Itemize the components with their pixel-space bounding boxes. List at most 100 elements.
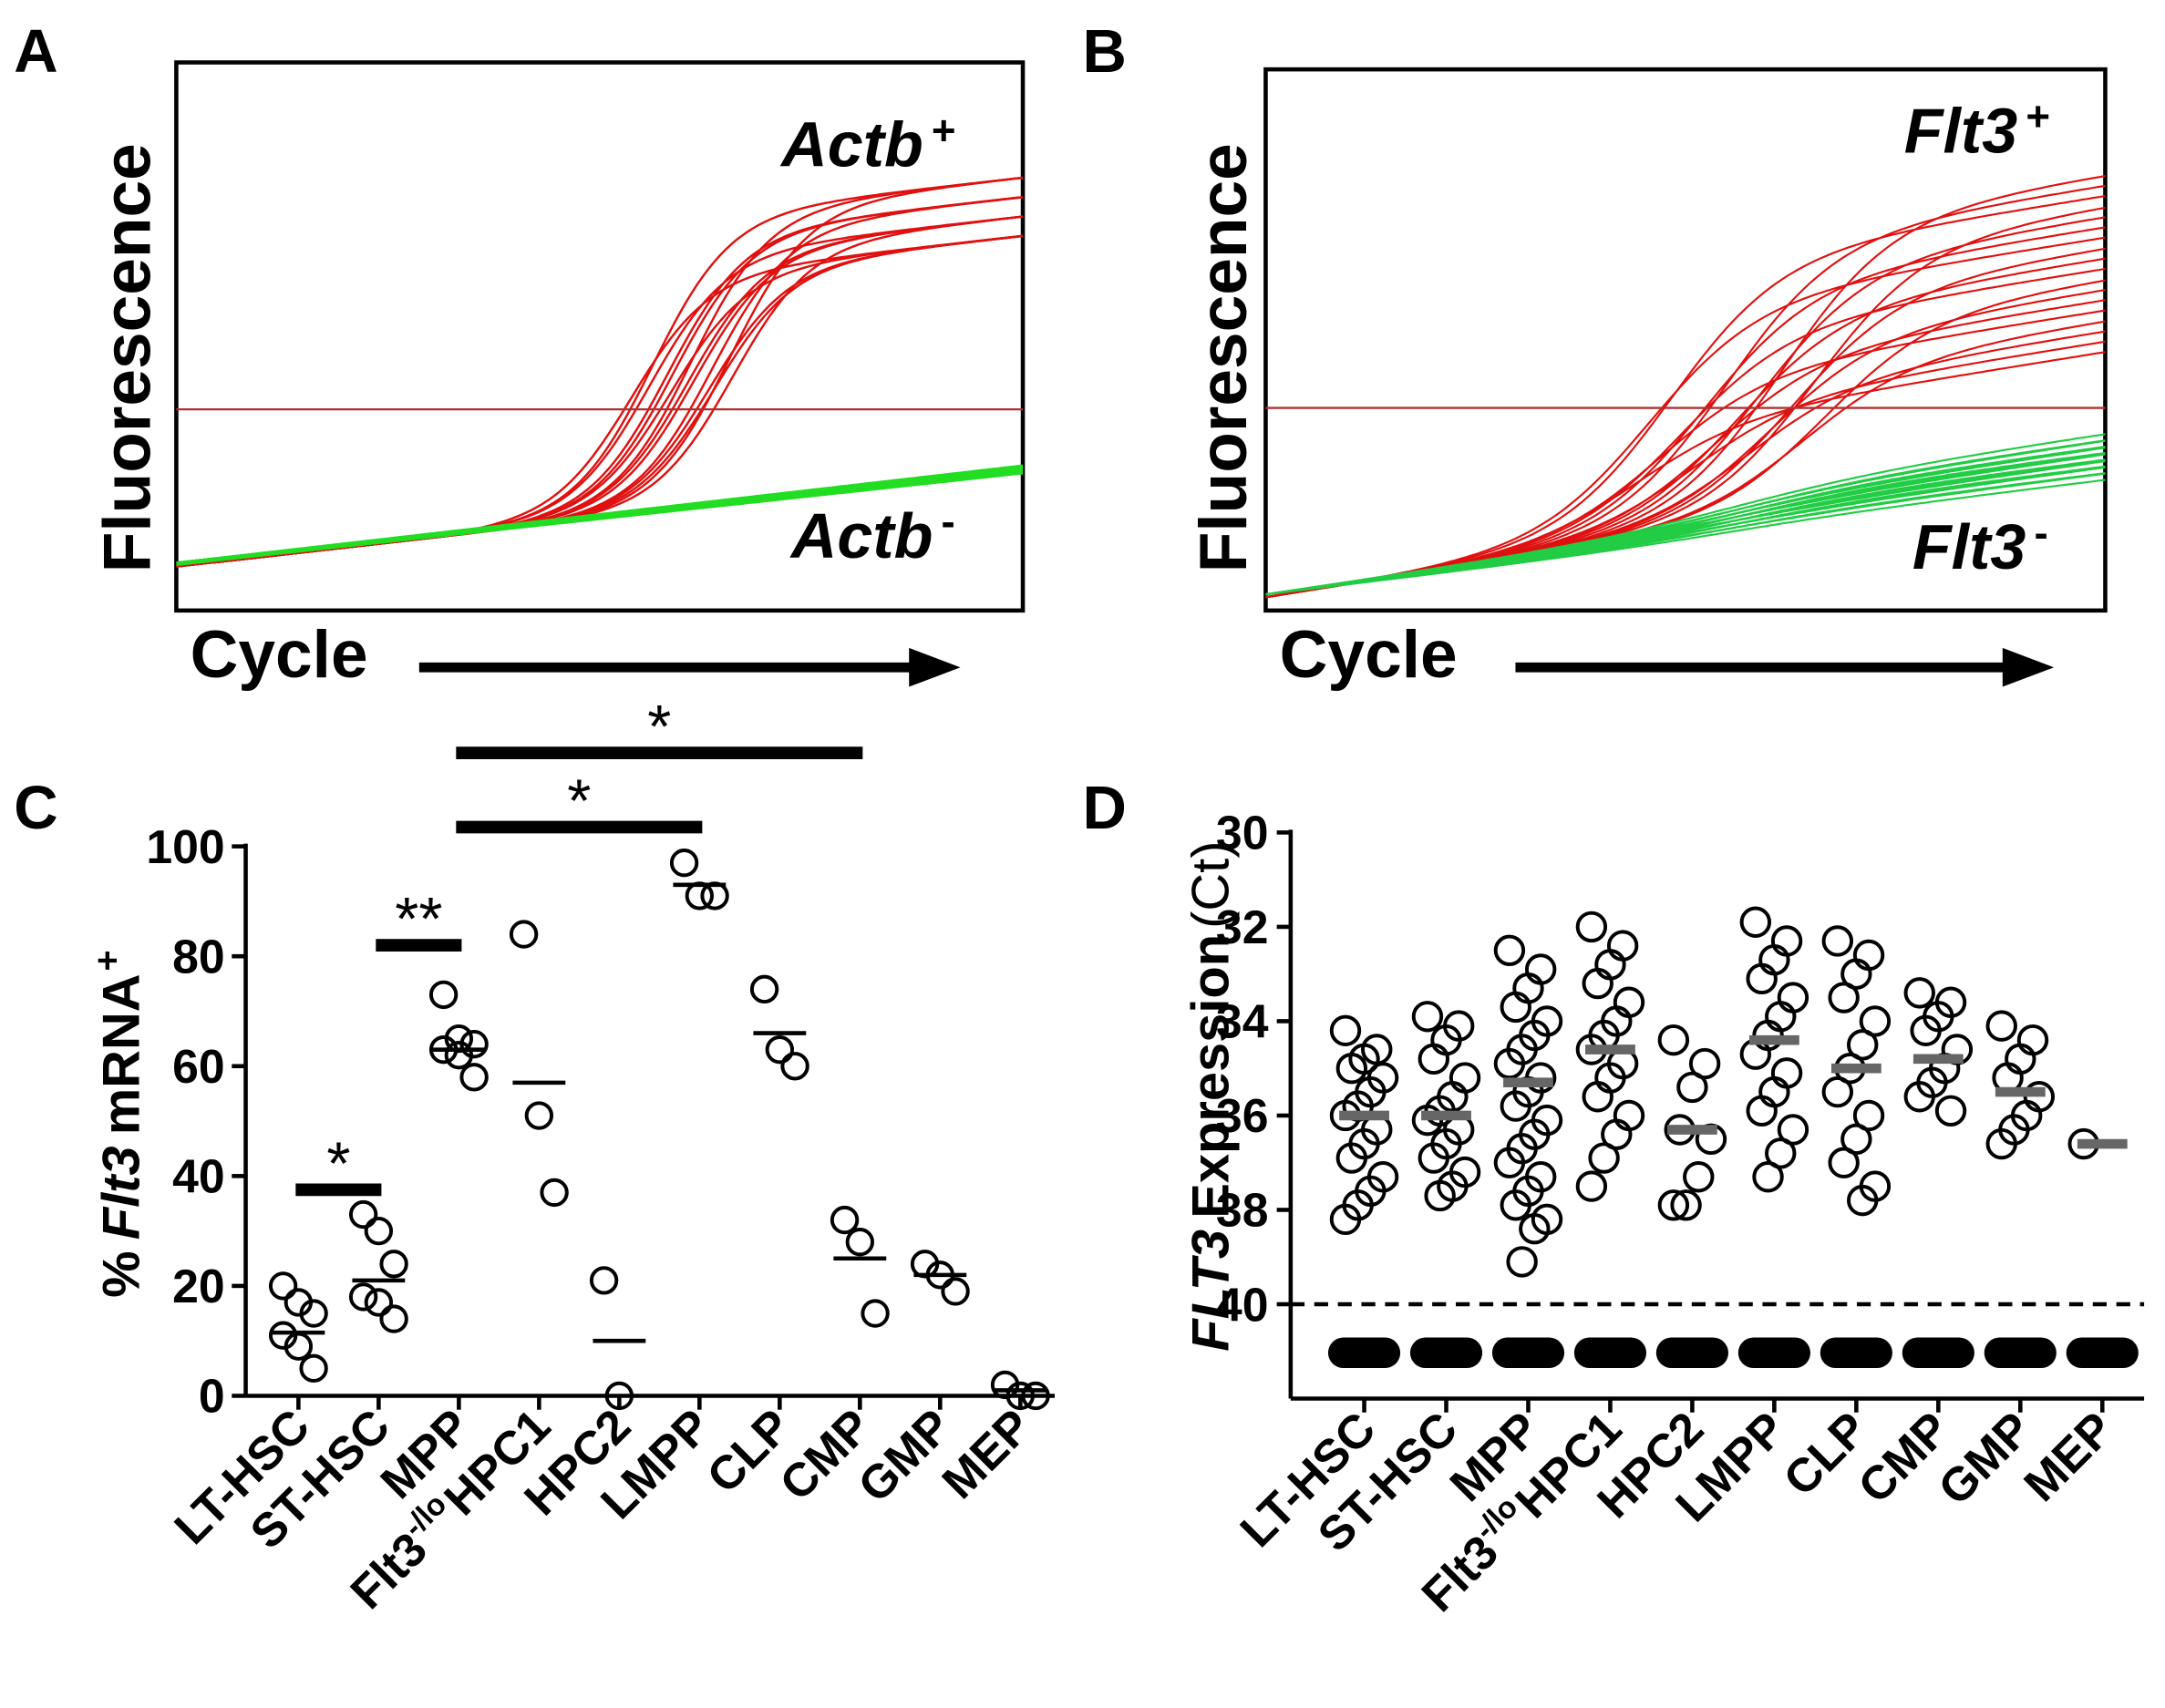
data-point [1493,1047,1526,1080]
data-point [1903,1081,1935,1113]
data-point [299,1353,328,1384]
gene: Flt3 [1912,511,2026,582]
significance-label: * [326,1129,350,1198]
data-point [1765,1137,1797,1169]
data-point [1500,1090,1531,1122]
y-tick-label: 60 [172,1040,225,1093]
sign: + [932,107,956,153]
undetected-cluster [1984,1337,2057,1369]
data-point [1859,1005,1892,1037]
data-point [444,1041,474,1070]
data-point [1739,906,1772,938]
data-point [1840,1123,1872,1156]
data-point [379,1250,408,1279]
amplification-curve [176,215,1024,568]
data-point [1657,1024,1690,1056]
data-point [1506,1246,1538,1278]
sign: + [2026,93,2050,139]
data-point [1821,1075,1854,1108]
data-point [1335,1142,1368,1174]
data-point [1746,1095,1778,1127]
x-axis-label: Cycle [1280,618,1458,692]
y-tick-label: 20 [172,1260,225,1312]
data-point [1852,1099,1885,1132]
data-point [1329,1014,1362,1046]
panel-label: D [1083,774,1127,842]
data-point [845,1227,874,1257]
data-point [1985,1127,2017,1160]
arrow-head [2002,647,2055,687]
y-tick-label: 0 [199,1370,225,1423]
y-axis-label: Fluorescence [90,143,164,572]
y-tick-label: 100 [146,820,224,873]
data-point [459,1063,489,1092]
data-point [1021,1381,1050,1411]
gene: Actb [779,109,923,180]
y-tick-label: 80 [172,930,225,983]
y-tick-label: 40 [1216,1278,1269,1331]
data-point [1828,982,1860,1013]
data-point [604,1381,634,1411]
significance-label: * [647,693,671,761]
label-part: Expression [1181,934,1240,1219]
x-axis-label: Cycle [191,618,368,692]
panel-label: B [1083,17,1127,86]
data-point [1588,1142,1620,1174]
data-point [1847,1184,1879,1217]
undetected-cluster [1655,1337,1728,1369]
data-point [1670,1189,1702,1221]
curve-label: Actb + [779,107,955,180]
undetected-cluster [1737,1337,1810,1369]
label-part: (Ct) [1181,841,1240,929]
data-point [765,1035,795,1065]
data-point [1777,1114,1809,1146]
data-point [299,1299,328,1328]
data-point [1575,1170,1608,1202]
data-point [1910,1014,1942,1046]
data-point [1683,1161,1715,1193]
sign: - [2034,509,2047,556]
data-point [1411,1001,1444,1033]
data-point [1005,1381,1035,1411]
data-point [428,980,459,1010]
y-axis-label: FLT3 Expression(Ct) [1181,841,1240,1352]
label-part: + [88,950,128,971]
data-point [1676,1071,1708,1104]
data-point [830,1205,860,1235]
y-tick-label: 40 [172,1150,225,1203]
label-part: % [92,1250,150,1297]
gene: Actb [789,500,933,571]
arrow-head [909,647,961,687]
data-point [348,1199,378,1230]
panel-label: A [14,17,57,86]
data-point [1752,1161,1784,1193]
data-point [1582,967,1613,1000]
data-point [1934,1095,1967,1127]
significance-label: ** [395,885,442,953]
data-point [1418,1043,1450,1075]
y-tick-label: 38 [1216,1184,1269,1237]
data-point [1847,1029,1879,1061]
undetected-cluster [1409,1337,1483,1369]
data-point [540,1178,569,1208]
plot-frame [174,60,1026,613]
undetected-cluster [1573,1337,1647,1369]
amplification-curve [1265,433,2106,596]
significance-label: * [567,767,591,835]
undetected-cluster [1820,1337,1892,1369]
data-point [268,1271,298,1301]
data-point [379,1304,408,1333]
data-point [941,1277,970,1306]
curve-label: Actb - [789,499,955,571]
data-point [1493,1147,1526,1178]
data-point [364,1216,394,1246]
data-point [1575,911,1608,943]
gene: Flt3 [1904,95,2018,166]
data-point [780,1052,809,1081]
data-point [364,1288,394,1317]
label-part: Flt3 [92,1146,150,1240]
data-point [1500,1189,1531,1221]
y-axis-label: Fluorescence [1187,143,1261,572]
